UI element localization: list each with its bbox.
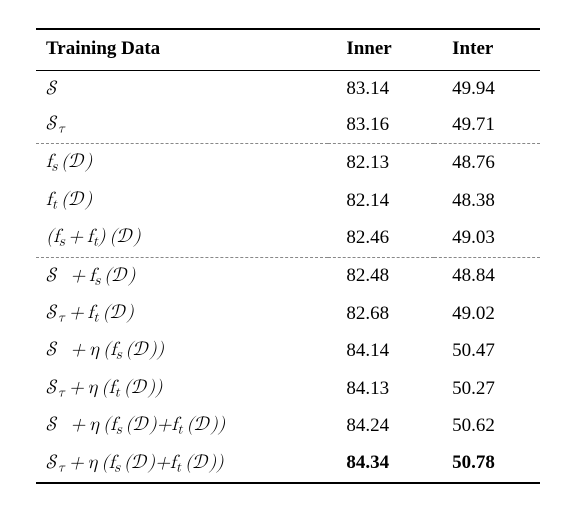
cell-inter: 50.62 xyxy=(434,407,540,444)
cell-training-data: 𝒮 + η (fs (𝒟)+ft (𝒟)) xyxy=(36,407,328,444)
cell-inter: 48.84 xyxy=(434,257,540,295)
table-row: 𝒮 + fs (𝒟)82.4848.84 xyxy=(36,257,540,295)
cell-inter: 50.78 xyxy=(434,445,540,483)
cell-inner: 84.24 xyxy=(328,407,434,444)
cell-inner: 84.34 xyxy=(328,445,434,483)
cell-training-data: 𝒮 xyxy=(36,71,328,107)
table-row: 𝒮τ + η (fs (𝒟)+ft (𝒟))84.3450.78 xyxy=(36,445,540,483)
cell-training-data: 𝒮 + fs (𝒟) xyxy=(36,257,328,295)
table-row: 𝒮τ + η (ft (𝒟))84.1350.27 xyxy=(36,370,540,407)
cell-inner: 82.68 xyxy=(328,295,434,332)
cell-training-data: 𝒮 + η (fs (𝒟)) xyxy=(36,332,328,369)
table-row: 𝒮83.1449.94 xyxy=(36,71,540,107)
cell-training-data: 𝒮τ xyxy=(36,106,328,144)
col-header-training-data: Training Data xyxy=(36,29,328,71)
cell-inner: 82.48 xyxy=(328,257,434,295)
cell-inner: 84.14 xyxy=(328,332,434,369)
table-row: fs (𝒟)82.1348.76 xyxy=(36,144,540,182)
cell-inner: 84.13 xyxy=(328,370,434,407)
cell-inner: 82.13 xyxy=(328,144,434,182)
col-header-inner: Inner xyxy=(328,29,434,71)
table-row: (fs + ft) (𝒟)82.4649.03 xyxy=(36,219,540,257)
cell-inner: 83.16 xyxy=(328,106,434,144)
table-row: 𝒮 + η (fs (𝒟)+ft (𝒟))84.2450.62 xyxy=(36,407,540,444)
cell-inter: 50.47 xyxy=(434,332,540,369)
results-table: Training Data Inner Inter 𝒮83.1449.94𝒮τ8… xyxy=(36,28,540,484)
cell-inter: 49.94 xyxy=(434,71,540,107)
table-row: 𝒮τ + ft (𝒟)82.6849.02 xyxy=(36,295,540,332)
table-row: 𝒮 + η (fs (𝒟))84.1450.47 xyxy=(36,332,540,369)
cell-inter: 49.71 xyxy=(434,106,540,144)
cell-training-data: fs (𝒟) xyxy=(36,144,328,182)
table-row: ft (𝒟)82.1448.38 xyxy=(36,182,540,219)
table-body: 𝒮83.1449.94𝒮τ83.1649.71fs (𝒟)82.1348.76f… xyxy=(36,71,540,484)
cell-training-data: ft (𝒟) xyxy=(36,182,328,219)
cell-training-data: 𝒮τ + η (ft (𝒟)) xyxy=(36,370,328,407)
cell-inter: 49.02 xyxy=(434,295,540,332)
cell-training-data: (fs + ft) (𝒟) xyxy=(36,219,328,257)
cell-training-data: 𝒮τ + ft (𝒟) xyxy=(36,295,328,332)
cell-inter: 50.27 xyxy=(434,370,540,407)
col-header-inter: Inter xyxy=(434,29,540,71)
cell-inter: 49.03 xyxy=(434,219,540,257)
cell-inter: 48.38 xyxy=(434,182,540,219)
cell-inner: 83.14 xyxy=(328,71,434,107)
cell-inner: 82.14 xyxy=(328,182,434,219)
cell-inter: 48.76 xyxy=(434,144,540,182)
table-row: 𝒮τ83.1649.71 xyxy=(36,106,540,144)
cell-inner: 82.46 xyxy=(328,219,434,257)
cell-training-data: 𝒮τ + η (fs (𝒟)+ft (𝒟)) xyxy=(36,445,328,483)
